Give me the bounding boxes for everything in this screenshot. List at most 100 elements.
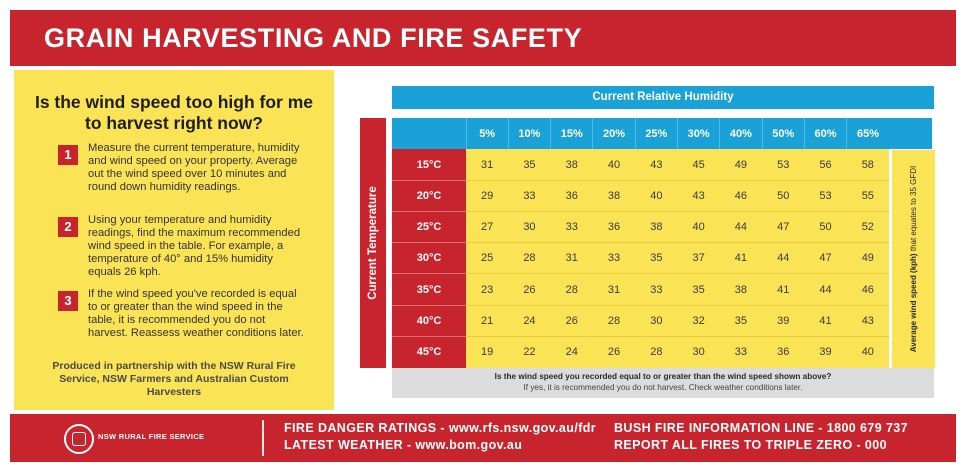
temperature-cell: 45°C bbox=[392, 336, 466, 368]
wind-speed-cell: 25 bbox=[466, 242, 509, 275]
report-fires-line: REPORT ALL FIRES TO TRIPLE ZERO - 000 bbox=[614, 438, 887, 452]
wind-speed-cell: 50 bbox=[804, 211, 847, 244]
answer-line: If yes, it is recommended you do not har… bbox=[523, 383, 803, 392]
wind-speed-cell: 38 bbox=[635, 211, 678, 244]
wind-speed-cell: 29 bbox=[466, 180, 509, 213]
wind-speed-cell: 33 bbox=[719, 336, 763, 368]
partners-note: Produced in partnership with the NSW Rur… bbox=[52, 360, 296, 398]
wind-speed-cell: 52 bbox=[846, 211, 889, 244]
wind-speed-cell: 40 bbox=[677, 211, 720, 244]
temperature-cell: 15°C bbox=[392, 149, 466, 181]
side-note-box: Average wind speed (kph) that equates to… bbox=[892, 150, 935, 368]
side-note-rest: that equates to 35 GFDI bbox=[908, 165, 918, 252]
table-question: Is the wind speed you recorded equal to … bbox=[466, 371, 860, 393]
humidity-header: 65% bbox=[846, 118, 889, 150]
wind-speed-cell: 40 bbox=[846, 336, 889, 368]
side-note: Average wind speed (kph) that equates to… bbox=[909, 154, 919, 364]
wind-speed-cell: 36 bbox=[592, 211, 636, 244]
wind-speed-cell: 44 bbox=[804, 273, 847, 306]
humidity-header-row: 5% 10% 15% 20% 25% 30% 40% 50% 60% 65% bbox=[392, 118, 932, 150]
temperature-cell: 35°C bbox=[392, 273, 466, 306]
wind-speed-cell: 47 bbox=[804, 242, 847, 275]
table-row: 40°C 21 24 26 28 30 32 35 39 41 43 bbox=[392, 305, 932, 337]
wind-speed-cell: 36 bbox=[550, 180, 593, 213]
wind-speed-cell: 33 bbox=[635, 273, 678, 306]
step-text: Using your temperature and humidity read… bbox=[88, 214, 301, 278]
wind-speed-cell: 26 bbox=[592, 336, 636, 368]
wind-speed-cell: 37 bbox=[677, 242, 720, 275]
wind-speed-cell: 41 bbox=[719, 242, 763, 275]
wind-speed-cell: 32 bbox=[677, 305, 720, 337]
temperature-cell: 20°C bbox=[392, 180, 466, 213]
wind-speed-cell: 36 bbox=[762, 336, 805, 368]
wind-speed-cell: 35 bbox=[635, 242, 678, 275]
wind-speed-cell: 44 bbox=[719, 211, 763, 244]
table-row: 45°C 19 22 24 26 28 30 33 36 39 40 bbox=[392, 336, 932, 368]
wind-speed-cell: 24 bbox=[550, 336, 593, 368]
wind-speed-cell: 38 bbox=[719, 273, 763, 306]
wind-speed-cell: 26 bbox=[508, 273, 551, 306]
wind-speed-cell: 23 bbox=[466, 273, 509, 306]
wind-speed-cell: 56 bbox=[804, 149, 847, 181]
humidity-header: 25% bbox=[634, 118, 678, 150]
wind-speed-cell: 43 bbox=[677, 180, 720, 213]
step-text: Measure the current temperature, humidit… bbox=[88, 142, 300, 193]
latest-weather-line: LATEST WEATHER - www.bom.gov.au bbox=[284, 438, 523, 452]
wind-speed-cell: 28 bbox=[592, 305, 636, 337]
wind-speed-cell: 27 bbox=[466, 211, 509, 244]
wind-speed-cell: 49 bbox=[719, 149, 763, 181]
wind-speed-cell: 26 bbox=[550, 305, 593, 337]
question-heading: Is the wind speed too high for me to har… bbox=[34, 92, 314, 133]
wind-speed-cell: 53 bbox=[804, 180, 847, 213]
wind-speed-cell: 31 bbox=[550, 242, 593, 275]
wind-speed-table-panel: Current Relative Humidity Current Temper… bbox=[340, 70, 952, 410]
humidity-header: 20% bbox=[592, 118, 636, 150]
wind-speed-cell: 28 bbox=[508, 242, 551, 275]
wind-speed-cell: 55 bbox=[846, 180, 889, 213]
wind-speed-cell: 53 bbox=[762, 149, 805, 181]
wind-speed-cell: 41 bbox=[762, 273, 805, 306]
humidity-header: 10% bbox=[507, 118, 551, 150]
org-name: NSW RURAL FIRE SERVICE bbox=[98, 432, 205, 441]
wind-speed-cell: 38 bbox=[550, 149, 593, 181]
side-note-bold: Average wind speed (kph) bbox=[908, 253, 918, 353]
wind-speed-cell: 45 bbox=[677, 149, 720, 181]
step-number: 3 bbox=[58, 291, 78, 311]
poster: GRAIN HARVESTING AND FIRE SAFETY Is the … bbox=[4, 4, 956, 462]
wind-speed-cell: 24 bbox=[508, 305, 551, 337]
wind-speed-cell: 31 bbox=[592, 273, 636, 306]
bush-fire-info-line: BUSH FIRE INFORMATION LINE - 1800 679 73… bbox=[614, 421, 909, 435]
rfs-crest bbox=[72, 432, 86, 446]
footer-banner: NSW RURAL FIRE SERVICE FIRE DANGER RATIN… bbox=[10, 414, 956, 462]
wind-speed-cell: 33 bbox=[592, 242, 636, 275]
wind-speed-cell: 33 bbox=[508, 180, 551, 213]
wind-speed-cell: 33 bbox=[550, 211, 593, 244]
table-row: 25°C 27 30 33 36 38 40 44 47 50 52 bbox=[392, 211, 932, 244]
humidity-title: Current Relative Humidity bbox=[392, 86, 934, 109]
temperature-cell: 30°C bbox=[392, 242, 466, 275]
wind-speed-cell: 28 bbox=[635, 336, 678, 368]
temperature-cell: 25°C bbox=[392, 211, 466, 244]
instructions-panel: Is the wind speed too high for me to har… bbox=[14, 70, 334, 410]
wind-speed-cell: 39 bbox=[804, 336, 847, 368]
wind-speed-cell: 35 bbox=[677, 273, 720, 306]
wind-speed-cell: 28 bbox=[550, 273, 593, 306]
wind-speed-cell: 49 bbox=[846, 242, 889, 275]
humidity-header: 30% bbox=[676, 118, 720, 150]
step-text: If the wind speed you've recorded is equ… bbox=[88, 288, 304, 339]
table-row: 30°C 25 28 31 33 35 37 41 44 47 49 bbox=[392, 242, 932, 275]
wind-speed-cell: 43 bbox=[635, 149, 678, 181]
wind-speed-cell: 35 bbox=[719, 305, 763, 337]
page-title: GRAIN HARVESTING AND FIRE SAFETY bbox=[44, 23, 583, 53]
humidity-header: 60% bbox=[803, 118, 847, 150]
humidity-header: 40% bbox=[719, 118, 763, 150]
wind-speed-cell: 22 bbox=[508, 336, 551, 368]
header-end bbox=[888, 118, 932, 150]
wind-speed-cell: 35 bbox=[508, 149, 551, 181]
wind-speed-cell: 46 bbox=[846, 273, 889, 306]
temperature-cell: 40°C bbox=[392, 305, 466, 337]
wind-speed-cell: 38 bbox=[592, 180, 636, 213]
wind-speed-cell: 30 bbox=[677, 336, 720, 368]
step-number: 1 bbox=[58, 145, 78, 165]
wind-speed-table: 5% 10% 15% 20% 25% 30% 40% 50% 60% 65% 1… bbox=[392, 118, 932, 368]
